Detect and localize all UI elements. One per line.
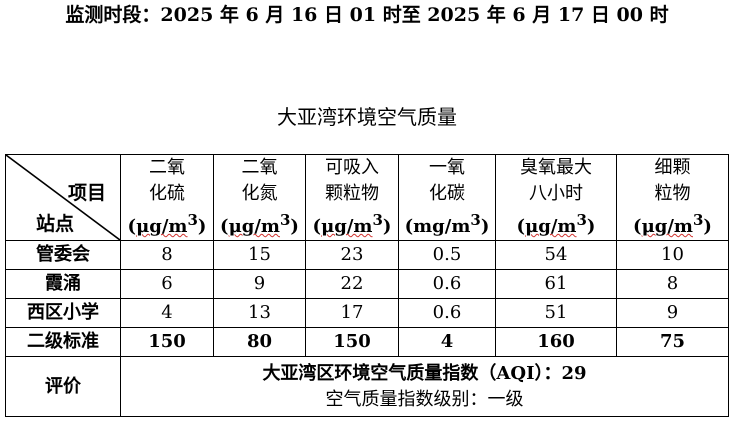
value-cell: 23 (305, 240, 399, 270)
table-row: 西区小学 4 13 17 0.6 51 9 (5, 298, 729, 328)
table-header-row: 项目 站点 二氧 化硫 (μg/m3) 二氧 化氮 (μg/m3) 可吸入 颗粒物 (… (5, 154, 729, 241)
value-cell: 51 (495, 298, 617, 328)
value-cell: 9 (213, 269, 306, 299)
value-cell: 10 (616, 240, 729, 270)
standard-value: 150 (120, 327, 214, 357)
diagonal-line (6, 155, 120, 240)
unit-label: (μg/m3) (516, 211, 596, 237)
unit-label: (μg/m3) (312, 211, 392, 237)
value-cell: 15 (213, 240, 306, 270)
column-header-co: 一氧 化碳 (mg/m3) (398, 154, 496, 241)
standard-value: 80 (213, 327, 306, 357)
standard-value: 160 (495, 327, 617, 357)
evaluation-label: 评价 (5, 356, 121, 417)
column-header-pm10: 可吸入 颗粒物 (μg/m3) (305, 154, 399, 241)
column-header-o3: 臭氧最大 八小时 (μg/m3) (495, 154, 617, 241)
aqi-level: 空气质量指数级别：一级 (325, 388, 524, 410)
table-row: 管委会 8 15 23 0.5 54 10 (5, 240, 729, 270)
standard-value: 75 (616, 327, 729, 357)
unit-label: (mg/m3) (404, 211, 490, 237)
standard-value: 4 (398, 327, 496, 357)
evaluation-text: 大亚湾区环境空气质量指数（AQI）：29 空气质量指数级别：一级 (120, 356, 729, 417)
column-header-so2: 二氧 化硫 (μg/m3) (120, 154, 214, 241)
evaluation-row: 评价 大亚湾区环境空气质量指数（AQI）：29 空气质量指数级别：一级 (5, 356, 729, 417)
air-quality-table: 项目 站点 二氧 化硫 (μg/m3) 二氧 化氮 (μg/m3) 可吸入 颗粒物 (… (5, 154, 729, 417)
standard-row: 二级标准 150 80 150 4 160 75 (5, 327, 729, 357)
value-cell: 0.5 (398, 240, 496, 270)
corner-site-label: 站点 (36, 213, 75, 235)
table-row: 霞涌 6 9 22 0.6 61 8 (5, 269, 729, 299)
value-cell: 8 (120, 240, 214, 270)
value-cell: 17 (305, 298, 399, 328)
value-cell: 4 (120, 298, 214, 328)
site-name: 西区小学 (5, 298, 121, 328)
site-name: 霞涌 (5, 269, 121, 299)
value-cell: 54 (495, 240, 617, 270)
value-cell: 61 (495, 269, 617, 299)
corner-cell: 项目 站点 (5, 154, 121, 241)
standard-value: 150 (305, 327, 399, 357)
aqi-summary: 大亚湾区环境空气质量指数（AQI）：29 (262, 362, 587, 384)
standard-label: 二级标准 (5, 327, 121, 357)
value-cell: 0.6 (398, 298, 496, 328)
site-name: 管委会 (5, 240, 121, 270)
value-cell: 6 (120, 269, 214, 299)
column-header-no2: 二氧 化氮 (μg/m3) (213, 154, 306, 241)
unit-label: (μg/m3) (633, 211, 712, 237)
monitoring-period: 监测时段：2025 年 6 月 16 日 01 时至 2025 年 6 月 17… (65, 4, 669, 26)
value-cell: 22 (305, 269, 399, 299)
corner-item-label: 项目 (67, 182, 106, 204)
document-title: 大亚湾环境空气质量 (277, 105, 457, 129)
value-cell: 9 (616, 298, 729, 328)
value-cell: 0.6 (398, 269, 496, 299)
column-header-pm25: 细颗 粒物 (μg/m3) (616, 154, 729, 241)
value-cell: 13 (213, 298, 306, 328)
unit-label: (μg/m3) (127, 211, 207, 237)
value-cell: 8 (616, 269, 729, 299)
unit-label: (μg/m3) (220, 211, 299, 237)
